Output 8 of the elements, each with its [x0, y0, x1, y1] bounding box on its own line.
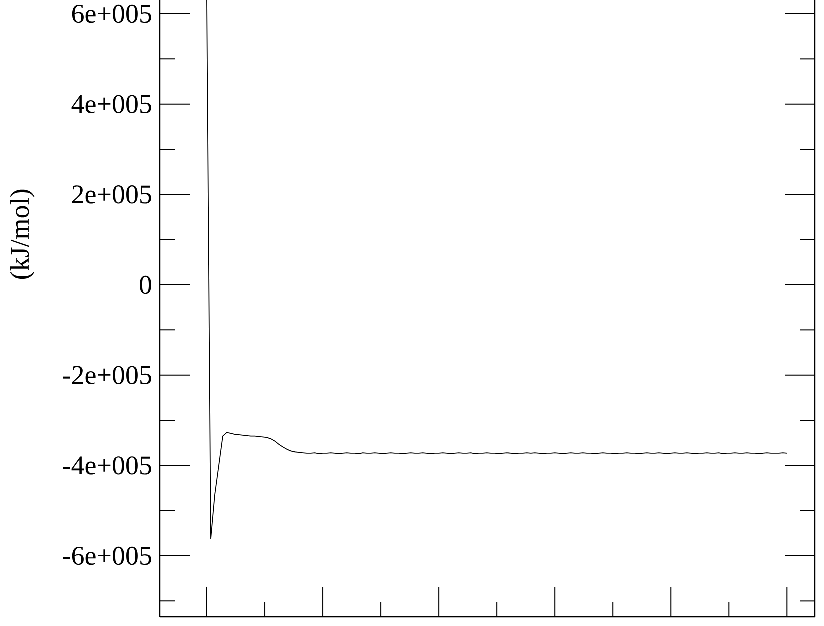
y-axis-title: (kJ/mol): [10, 190, 35, 280]
y-tick-label: -6e+005: [63, 546, 152, 566]
y-tick-label: 0: [140, 276, 152, 294]
y-tick-label: 2e+005: [72, 186, 152, 204]
y-tick-label: -4e+005: [63, 456, 152, 475]
y-tick-label: 6e+005: [72, 4, 152, 24]
y-tick-label: -2e+005: [63, 366, 152, 384]
y-tick-label: 4e+005: [72, 95, 152, 114]
